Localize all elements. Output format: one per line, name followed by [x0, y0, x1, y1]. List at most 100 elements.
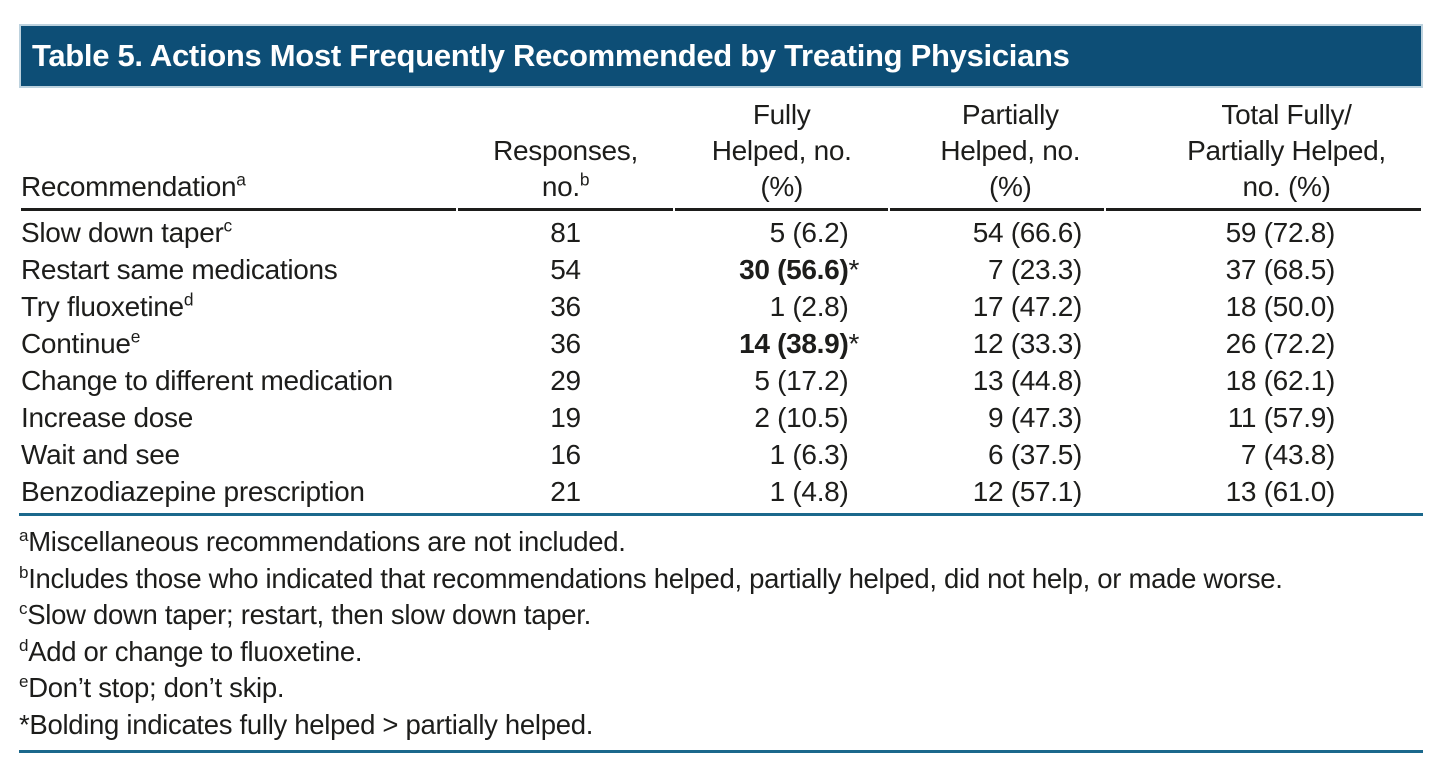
- cell-recommendation: Continuee: [21, 326, 141, 359]
- cell-partially-helped: 6 (37.5): [890, 436, 1104, 473]
- superscript-marker: c: [19, 598, 28, 618]
- table-row: Increase dose 19 2 (10.5) 9 (47.3) 11 (57.9): [21, 399, 1421, 436]
- header-line: Fully: [752, 99, 811, 130]
- significance-asterisk: *: [848, 254, 860, 285]
- value: 1 (6.3): [769, 439, 849, 470]
- header-line: (%): [760, 171, 803, 202]
- cell-responses: 54: [550, 254, 581, 285]
- cell-partially-helped: 12 (33.3): [890, 325, 1104, 362]
- header-line: Helped, no.: [940, 135, 1081, 166]
- cell-fully-helped: 5 (6.2): [675, 211, 889, 251]
- cell-partially-helped: 13 (44.8): [890, 362, 1104, 399]
- value: 1 (2.8): [769, 291, 849, 322]
- superscript-marker: d: [183, 289, 194, 310]
- cell-total-helped: 26 (72.2): [1106, 325, 1421, 362]
- footnote: eDon’t stop; don’t skip.: [19, 671, 285, 703]
- table-row: Try fluoxetined 36 1 (2.8) 17 (47.2) 18 (50.…: [21, 288, 1421, 325]
- cell-partially-helped: 7 (23.3): [890, 251, 1104, 288]
- footnote: cSlow down taper; restart, then slow dow…: [19, 598, 591, 630]
- value: 14 (38.9): [739, 328, 849, 359]
- cell-total-helped: 37 (68.5): [1106, 251, 1421, 288]
- footnote: aMiscellaneous recommendations are not i…: [19, 525, 626, 557]
- table-body: Slow down taperc 81 5 (6.2) 54 (66.6) 59 (72…: [21, 211, 1421, 510]
- footnote-marker: *: [19, 708, 30, 740]
- table-row: Slow down taperc 81 5 (6.2) 54 (66.6) 59 (72…: [21, 211, 1421, 251]
- header-line: Recommendationa: [21, 169, 246, 202]
- table-title: Table 5. Actions Most Frequently Recomme…: [32, 38, 1070, 73]
- table-title-bar: Table 5. Actions Most Frequently Recomme…: [19, 24, 1423, 88]
- cell-total-helped: 7 (43.8): [1106, 436, 1421, 473]
- value: 5 (17.2): [754, 365, 849, 396]
- footnote: *Bolding indicates fully helped > partia…: [19, 708, 594, 740]
- cell-fully-helped: 1 (2.8): [675, 288, 889, 325]
- superscript-marker: d: [19, 635, 29, 655]
- table-row: Wait and see 16 1 (6.3) 6 (37.5) 7 (43.8): [21, 436, 1421, 473]
- cell-recommendation: Slow down taperc: [21, 215, 233, 248]
- table-row: Continuee 36 14 (38.9)* 12 (33.3) 26 (72.2): [21, 325, 1421, 362]
- cell-recommendation: Try fluoxetined: [21, 289, 194, 322]
- cell-fully-helped: 30 (56.6)*: [675, 251, 889, 288]
- header-line: (%): [988, 171, 1032, 202]
- header-line: Helped, no.: [711, 135, 852, 166]
- superscript-marker: e: [130, 326, 141, 347]
- header-line: Partially: [961, 99, 1059, 130]
- value: 37 (68.5): [1225, 254, 1336, 285]
- value: 1 (4.8): [769, 476, 849, 507]
- cell-total-helped: 11 (57.9): [1106, 399, 1421, 436]
- header-line: Responses,: [493, 135, 638, 166]
- column-header-total-helped: Total Fully/Partially Helped, no. (%): [1106, 88, 1421, 211]
- superscript-marker: a: [236, 169, 246, 190]
- value: 26 (72.2): [1225, 328, 1336, 359]
- header-row: Recommendationa Responses, no.b Fully Helped…: [21, 88, 1421, 211]
- recommendations-table: Recommendationa Responses, no.b Fully Helped…: [19, 88, 1423, 510]
- cell-total-helped: 13 (61.0): [1106, 473, 1421, 510]
- column-header-partially-helped: Partially Helped, no. (%): [890, 88, 1105, 211]
- figure-bottom-rule: [19, 750, 1423, 753]
- value: 2 (10.5): [754, 402, 849, 433]
- table-row: Change to different medication 29 5 (17.2)…: [21, 362, 1421, 399]
- superscript-marker: e: [19, 671, 29, 691]
- value: 13 (61.0): [1225, 476, 1336, 507]
- table-row: Benzodiazepine prescription 21 1 (4.8) 12 (…: [21, 473, 1421, 510]
- footnote: dAdd or change to fluoxetine.: [19, 635, 363, 667]
- value: 12 (57.1): [972, 476, 1083, 507]
- column-header-responses: Responses, no.b: [458, 88, 673, 211]
- cell-recommendation: Increase dose: [21, 402, 193, 433]
- table-header: Recommendationa Responses, no.b Fully Helped…: [21, 88, 1421, 211]
- column-header-recommendation: Recommendationa: [21, 88, 457, 211]
- footnote: bIncludes those who indicated that recom…: [19, 562, 1283, 594]
- value: 7 (43.8): [1240, 439, 1335, 470]
- cell-fully-helped: 14 (38.9)*: [675, 325, 889, 362]
- value: 13 (44.8): [972, 365, 1083, 396]
- value: 11 (57.9): [1227, 402, 1336, 433]
- header-line: Total Fully/: [1221, 99, 1352, 130]
- value: 5 (6.2): [769, 217, 849, 248]
- column-header-fully-helped: Fully Helped, no. (%): [674, 88, 889, 211]
- value: 59 (72.8): [1225, 217, 1336, 248]
- header-line: Partially Helped,: [1187, 135, 1386, 166]
- superscript-marker: c: [223, 215, 233, 236]
- value: 17 (47.2): [972, 291, 1083, 322]
- value: 12 (33.3): [972, 328, 1083, 359]
- cell-responses: 21: [550, 476, 581, 507]
- footnotes-block: aMiscellaneous recommendations are not i…: [19, 516, 1423, 743]
- cell-recommendation: Change to different medication: [21, 365, 393, 396]
- cell-responses: 19: [550, 402, 581, 433]
- value: 18 (50.0): [1225, 291, 1336, 322]
- value: 18 (62.1): [1225, 365, 1336, 396]
- cell-recommendation: Wait and see: [21, 439, 180, 470]
- header-line: no. (%): [1242, 171, 1331, 202]
- cell-recommendation: Benzodiazepine prescription: [21, 476, 365, 507]
- cell-total-helped: 59 (72.8): [1106, 211, 1421, 251]
- cell-responses: 36: [550, 328, 581, 359]
- value: 30 (56.6): [739, 254, 849, 285]
- cell-fully-helped: 5 (17.2): [675, 362, 889, 399]
- superscript-marker: a: [19, 525, 29, 545]
- table-row: Restart same medications 54 30 (56.6)* 7 (2…: [21, 251, 1421, 288]
- value: 6 (37.5): [987, 439, 1083, 470]
- cell-fully-helped: 1 (6.3): [675, 436, 889, 473]
- cell-partially-helped: 17 (47.2): [890, 288, 1104, 325]
- superscript-marker: b: [579, 169, 590, 190]
- table-bottom-rule: [19, 513, 1423, 516]
